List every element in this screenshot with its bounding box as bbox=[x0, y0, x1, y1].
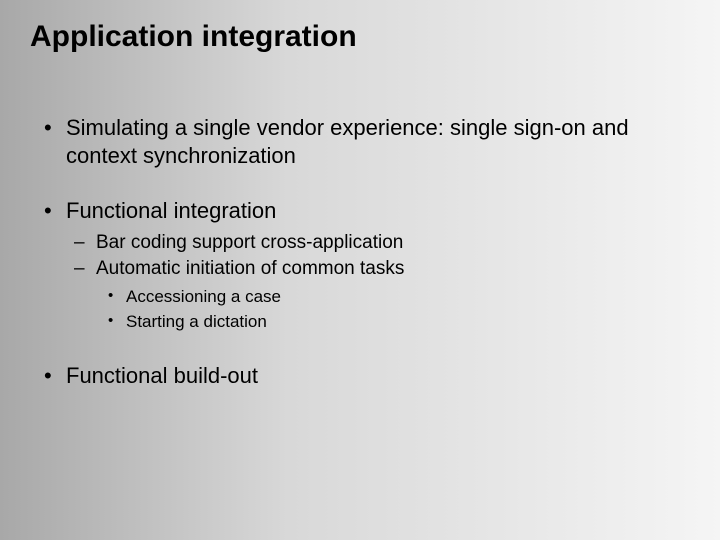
list-item-text: Accessioning a case bbox=[126, 287, 281, 306]
list-item: Simulating a single vendor experience: s… bbox=[30, 114, 690, 169]
list-item-text: Starting a dictation bbox=[126, 312, 267, 331]
slide: Application integration Simulating a sin… bbox=[0, 0, 720, 540]
list-item: Bar coding support cross-application bbox=[66, 231, 690, 256]
bullet-list-level1: Simulating a single vendor experience: s… bbox=[30, 114, 690, 389]
list-item: Accessioning a case bbox=[96, 286, 690, 309]
slide-title: Application integration bbox=[30, 20, 690, 54]
list-item-text: Bar coding support cross-application bbox=[96, 232, 403, 253]
list-item: Functional integration Bar coding suppor… bbox=[30, 197, 690, 334]
list-item: Functional build-out bbox=[30, 362, 690, 390]
list-item: Starting a dictation bbox=[96, 311, 690, 334]
list-item-text: Functional build-out bbox=[66, 363, 258, 388]
list-item: Automatic initiation of common tasks Acc… bbox=[66, 257, 690, 334]
bullet-list-level3: Accessioning a case Starting a dictation bbox=[96, 286, 690, 334]
list-item-text: Simulating a single vendor experience: s… bbox=[66, 115, 629, 168]
list-item-text: Automatic initiation of common tasks bbox=[96, 258, 404, 279]
list-item-text: Functional integration bbox=[66, 198, 276, 223]
bullet-list-level2: Bar coding support cross-application Aut… bbox=[66, 231, 690, 334]
